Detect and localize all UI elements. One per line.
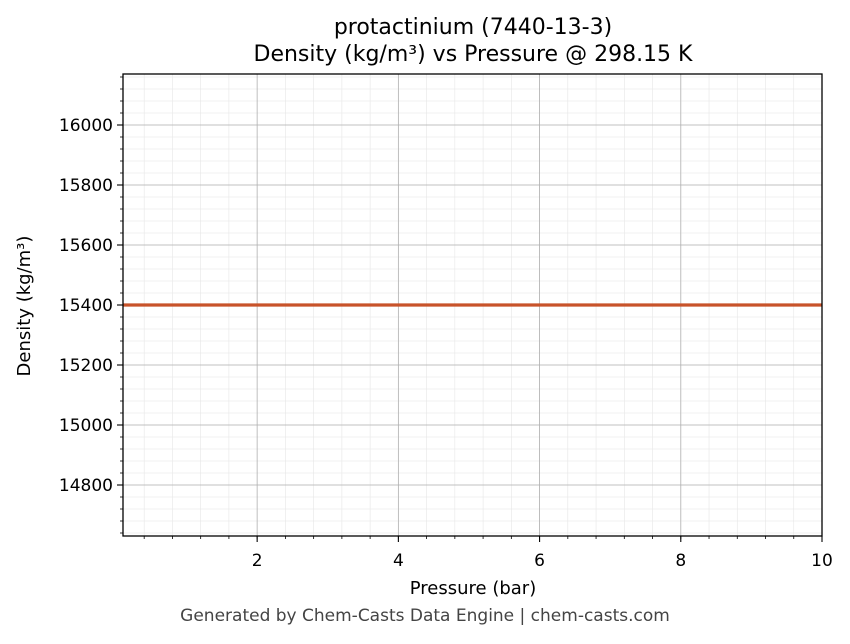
y-tick-label: 16000 [59,116,113,136]
x-tick-label: 6 [534,551,545,571]
axis-ticks: 2 4 6 8 10 14800 15000 15200 15400 15600 15800 1600… [59,76,833,571]
chart-title: protactinium (7440-13-3) [334,15,612,40]
y-tick-label: 15400 [59,296,113,316]
y-tick-label: 15000 [59,416,113,436]
x-tick-label: 10 [811,551,833,571]
x-tick-label: 4 [393,551,404,571]
y-axis-label: Density (kg/m³) [14,236,35,377]
x-axis-label: Pressure (bar) [410,578,536,599]
y-tick-label: 15600 [59,236,113,256]
x-tick-label: 2 [252,551,263,571]
footer-credit: Generated by Chem-Casts Data Engine | ch… [180,606,670,626]
y-tick-label: 15200 [59,356,113,376]
y-tick-label: 15800 [59,176,113,196]
y-tick-label: 14800 [59,476,113,496]
x-tick-label: 8 [675,551,686,571]
chart-subtitle: Density (kg/m³) vs Pressure @ 298.15 K [254,42,694,67]
